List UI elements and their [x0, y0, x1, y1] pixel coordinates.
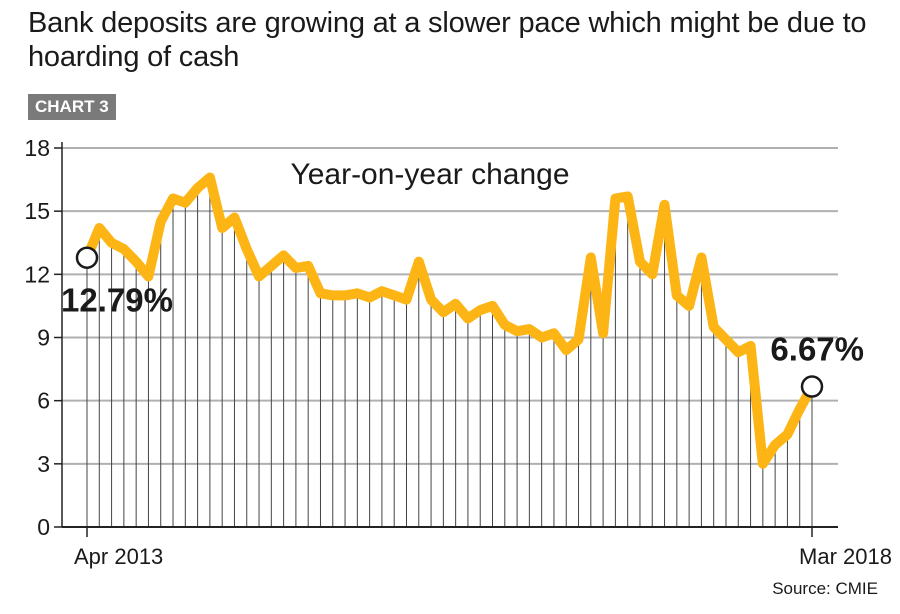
y-tick-label: 6 [37, 388, 50, 414]
callout-label: 12.79% [61, 282, 173, 319]
y-tick-label: 18 [24, 135, 50, 161]
series-layer [82, 172, 817, 469]
x-axis-start-label: Apr 2013 [74, 544, 163, 569]
y-tick-label: 9 [37, 325, 50, 351]
y-tick-label: 12 [24, 261, 50, 287]
gridlines [62, 147, 838, 465]
chart-number-badge: CHART 3 [28, 94, 116, 120]
source-note: Source: CMIE [772, 579, 878, 598]
callout-label: 6.67% [770, 331, 864, 368]
callout-marker [800, 375, 824, 398]
drop-lines [86, 177, 813, 527]
chart-annotation: Year-on-year change [290, 158, 569, 191]
callouts: 12.79% 6.67% [61, 246, 864, 398]
chart-title: Bank deposits are growing at a slower pa… [28, 7, 867, 73]
y-tick-label: 15 [24, 198, 50, 224]
deposit-growth-line [82, 172, 817, 469]
callout-marker [75, 246, 99, 269]
axes: 0 3 6 9 12 15 18 [24, 135, 838, 540]
y-tick-label: 0 [37, 514, 50, 540]
x-axis-end-label: Mar 2018 [799, 544, 892, 569]
y-tick-label: 3 [37, 451, 50, 477]
